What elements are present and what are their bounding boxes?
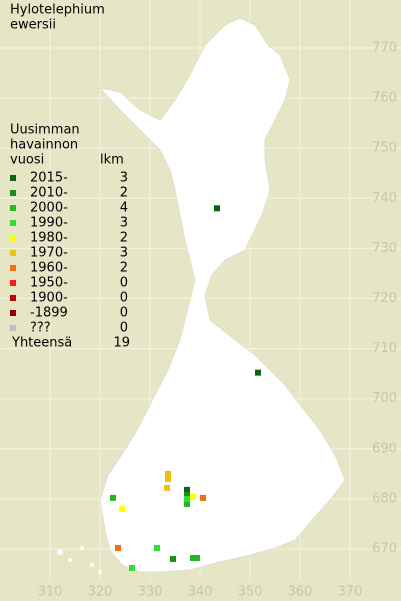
- x-tick-label: 310: [38, 585, 63, 600]
- x-tick-label: 320: [88, 585, 113, 600]
- y-tick-label: 680: [372, 491, 397, 506]
- legend-label: ???: [30, 321, 51, 336]
- observation: [165, 475, 171, 482]
- observation: [154, 544, 160, 551]
- y-tick-label: 710: [372, 341, 397, 356]
- observation: [194, 555, 200, 562]
- legend-count: 3: [120, 171, 128, 186]
- y-tick-label: 740: [372, 191, 397, 206]
- legend-count: 3: [120, 246, 128, 261]
- legend-swatch: [10, 175, 16, 181]
- finland-outline: [98, 17, 346, 573]
- legend-label: 1970-: [30, 246, 68, 261]
- y-tick-label: 670: [372, 542, 397, 557]
- observation: [184, 495, 190, 502]
- legend-swatch: [10, 220, 16, 226]
- legend-swatch: [10, 235, 16, 241]
- legend-swatch: [10, 295, 16, 301]
- observation: [110, 494, 116, 501]
- observation: [129, 565, 135, 572]
- legend-label: 1980-: [30, 231, 68, 246]
- y-tick-label: 760: [372, 91, 397, 106]
- legend-title: Uusimman: [10, 123, 80, 138]
- title: ewersii: [10, 18, 56, 33]
- legend-swatch: [10, 265, 16, 271]
- observation: [184, 486, 190, 493]
- legend-count: 0: [120, 306, 128, 321]
- legend-title: vuosi: [10, 153, 44, 168]
- observation: [170, 556, 176, 563]
- points: [110, 205, 261, 572]
- title: Hylotelephium: [10, 3, 105, 18]
- legend-label: 1950-: [30, 276, 68, 291]
- legend-swatch: [10, 325, 16, 331]
- legend-label: 2015-: [30, 171, 68, 186]
- legend-swatch: [10, 280, 16, 286]
- observation: [200, 494, 206, 501]
- legend-swatch: [10, 310, 16, 316]
- legend-count: 3: [120, 216, 128, 231]
- legend-label: -1899: [30, 306, 68, 321]
- observation: [214, 205, 220, 212]
- legend-label: 1960-: [30, 261, 68, 276]
- legend-label: 2010-: [30, 186, 68, 201]
- legend-label: 1990-: [30, 216, 68, 231]
- legend-count: 0: [120, 276, 128, 291]
- observation: [184, 491, 190, 498]
- y-tick-label: 700: [372, 391, 397, 406]
- legend-count: 4: [120, 201, 128, 216]
- legend-count: 2: [120, 186, 128, 201]
- total-count: 19: [113, 336, 130, 351]
- y-tick-label: 720: [372, 291, 397, 306]
- y-tick-label: 750: [372, 141, 397, 156]
- observation: [164, 484, 170, 491]
- observation: [190, 555, 196, 562]
- observation: [165, 470, 171, 477]
- observation: [184, 500, 190, 507]
- x-tick-label: 370: [338, 585, 363, 600]
- x-tick-label: 350: [238, 585, 263, 600]
- legend-count: 2: [120, 231, 128, 246]
- y-tick-label: 690: [372, 441, 397, 456]
- x-tick-label: 360: [288, 585, 313, 600]
- observation: [115, 544, 121, 551]
- total-label: Yhteensä: [11, 336, 72, 351]
- legend-count: 0: [120, 321, 128, 336]
- legend-swatch: [10, 190, 16, 196]
- legend-swatch: [10, 250, 16, 256]
- legend-count: 2: [120, 261, 128, 276]
- ticks: 310 320 330 340 350 360 3706706806907007107207…: [38, 41, 397, 600]
- y-tick-label: 730: [372, 241, 397, 256]
- count-header: lkm: [100, 153, 124, 168]
- observation: [119, 505, 125, 512]
- observation: [190, 493, 196, 500]
- y-tick-label: 770: [372, 41, 397, 56]
- legend-title: havainnon: [10, 138, 78, 153]
- legend-label: 2000-: [30, 201, 68, 216]
- observation: [255, 369, 261, 376]
- islands: [57, 546, 102, 574]
- x-tick-label: 330: [138, 585, 163, 600]
- legend-count: 0: [120, 291, 128, 306]
- legend-swatch: [10, 205, 16, 211]
- x-tick-label: 340: [188, 585, 213, 600]
- legend-label: 1900-: [30, 291, 68, 306]
